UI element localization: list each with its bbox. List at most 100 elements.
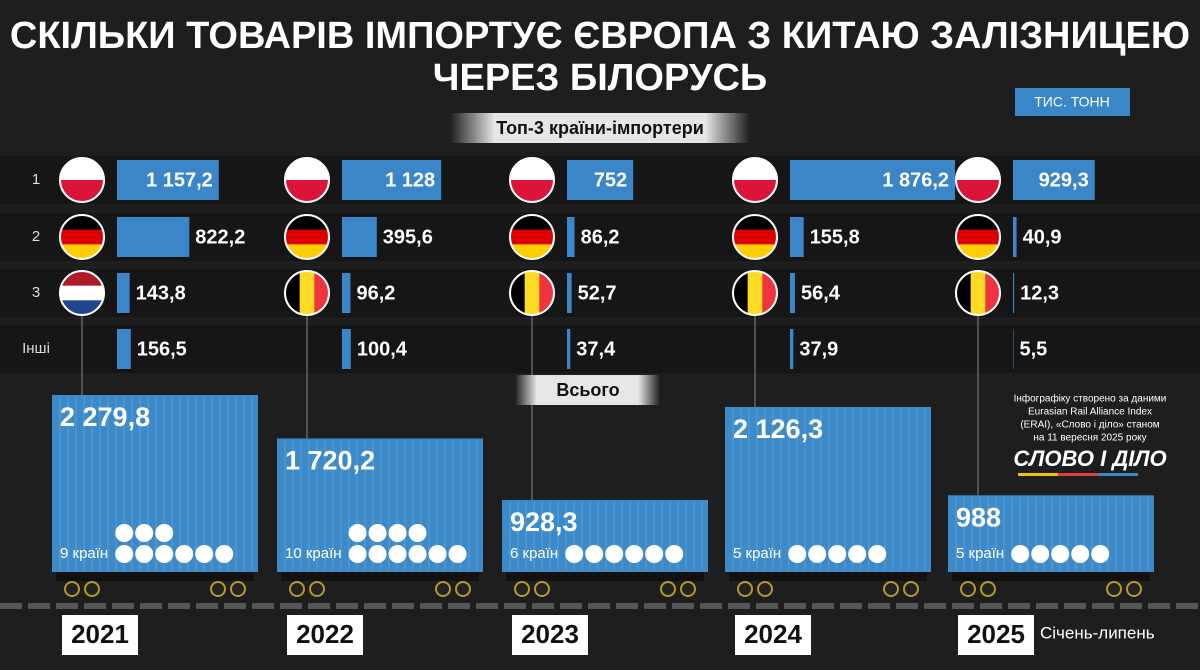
country-dot bbox=[195, 545, 214, 563]
flag-border bbox=[284, 157, 330, 203]
flag-stripe bbox=[970, 271, 986, 315]
country-dot bbox=[868, 545, 887, 563]
wheel bbox=[680, 581, 696, 597]
chassis bbox=[729, 572, 927, 581]
country-dot bbox=[625, 545, 644, 563]
bar bbox=[342, 273, 351, 313]
value-label: 86,2 bbox=[581, 226, 620, 248]
source-line: Eurasian Rail Alliance Index bbox=[1028, 407, 1152, 418]
value-label: 155,8 bbox=[810, 226, 860, 248]
flag-border bbox=[284, 270, 330, 316]
country-dot bbox=[368, 545, 387, 563]
flag bbox=[60, 158, 104, 202]
value-label: 5,5 bbox=[1019, 338, 1047, 360]
flag-stripe bbox=[510, 229, 554, 245]
flag-stripe bbox=[285, 180, 329, 202]
year-label: 2021 bbox=[71, 619, 129, 649]
container bbox=[52, 395, 258, 572]
bar bbox=[567, 160, 634, 200]
flag-stripe bbox=[956, 158, 1000, 181]
flag-stripe bbox=[60, 158, 104, 181]
total-label: 2 126,3 bbox=[733, 414, 823, 444]
year-box bbox=[735, 615, 811, 655]
top-label: Топ-3 країни-імпортери bbox=[496, 118, 704, 138]
country-dot bbox=[1071, 545, 1090, 563]
country-dot bbox=[408, 545, 427, 563]
value-label: 929,3 bbox=[1039, 169, 1089, 191]
wheel bbox=[514, 581, 530, 597]
bar bbox=[117, 329, 131, 369]
country-dot bbox=[348, 545, 367, 563]
total-heading: Всього bbox=[556, 380, 619, 400]
year-box bbox=[958, 615, 1034, 655]
flag-stripe bbox=[747, 271, 763, 315]
total-label: 988 bbox=[956, 502, 1001, 532]
flag-stripe bbox=[60, 180, 104, 202]
bar bbox=[342, 217, 377, 257]
country-dot bbox=[665, 545, 684, 563]
wheel bbox=[980, 581, 996, 597]
bar bbox=[1013, 273, 1015, 313]
flag bbox=[510, 158, 554, 202]
country-dot bbox=[135, 545, 154, 563]
value-label: 822,2 bbox=[195, 226, 245, 248]
container bbox=[948, 495, 1154, 572]
flag bbox=[733, 158, 777, 202]
flag-border bbox=[59, 157, 105, 203]
wheel bbox=[309, 581, 325, 597]
year-label: 2022 bbox=[296, 619, 354, 649]
country-dot bbox=[388, 545, 407, 563]
bar bbox=[567, 217, 575, 257]
wheel bbox=[289, 581, 305, 597]
country-dot bbox=[155, 545, 174, 563]
wheel bbox=[903, 581, 919, 597]
bar bbox=[1013, 160, 1095, 200]
country-dot bbox=[1011, 545, 1030, 563]
total-pill bbox=[515, 375, 660, 405]
container bbox=[725, 406, 931, 572]
countries-label: 5 країн bbox=[733, 545, 781, 562]
logo-stripe bbox=[1018, 473, 1058, 476]
countries-label: 10 країн bbox=[285, 545, 342, 562]
chassis bbox=[506, 572, 704, 581]
wheel bbox=[435, 581, 451, 597]
row-label: 1 bbox=[32, 171, 40, 188]
logo-stripe bbox=[1058, 473, 1098, 476]
chassis bbox=[952, 572, 1150, 581]
flag-stripe bbox=[285, 229, 329, 245]
flag-border bbox=[59, 270, 105, 316]
flag-border bbox=[732, 157, 778, 203]
wheel bbox=[737, 581, 753, 597]
row-label: 2 bbox=[32, 228, 40, 245]
bar bbox=[790, 217, 804, 257]
country-dot bbox=[1031, 545, 1050, 563]
title-line: ЧЕРЕЗ БІЛОРУСЬ bbox=[433, 57, 767, 99]
wheel bbox=[210, 581, 226, 597]
country-dot bbox=[585, 545, 604, 563]
flag-stripe bbox=[956, 229, 1000, 245]
country-dot bbox=[1091, 545, 1110, 563]
year-box bbox=[62, 615, 138, 655]
value-label: 100,4 bbox=[357, 338, 408, 360]
flag-border bbox=[955, 214, 1001, 260]
logo-stripe bbox=[1098, 473, 1138, 476]
bar bbox=[790, 273, 795, 313]
year-label: 2023 bbox=[521, 619, 579, 649]
bar bbox=[117, 273, 130, 313]
chassis bbox=[281, 572, 479, 581]
country-dot bbox=[155, 524, 174, 542]
flag-stripe bbox=[510, 180, 554, 202]
flag bbox=[285, 158, 329, 202]
bar bbox=[117, 217, 190, 257]
country-dot bbox=[215, 545, 234, 563]
flag-stripe bbox=[733, 158, 777, 181]
flag-border bbox=[509, 270, 555, 316]
country-dot bbox=[135, 524, 154, 542]
bar bbox=[790, 160, 955, 200]
wheel bbox=[455, 581, 471, 597]
source-line: Інфографіку створено за даними bbox=[1014, 393, 1167, 405]
wheel bbox=[1126, 581, 1142, 597]
wheel bbox=[230, 581, 246, 597]
flag-stripe bbox=[285, 158, 329, 181]
